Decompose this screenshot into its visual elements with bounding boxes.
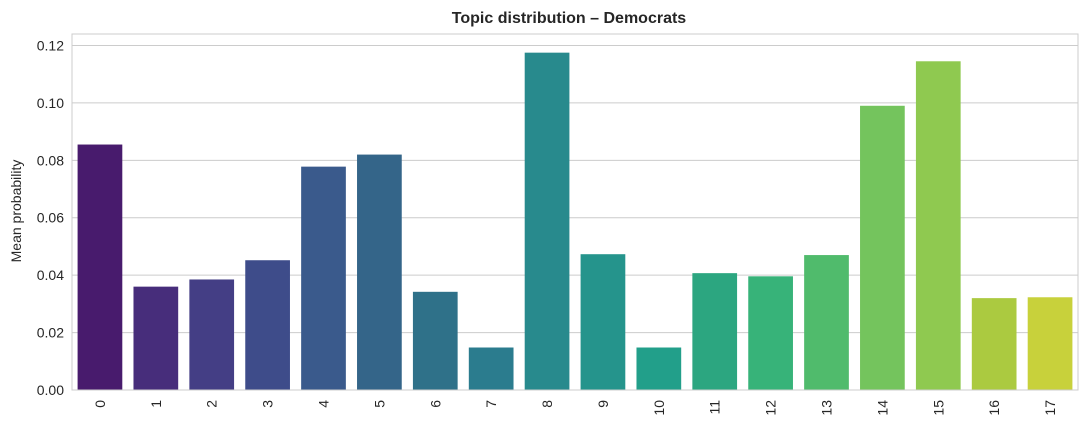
bar-topic-13 [804,255,849,390]
plot-frame [71,33,1079,391]
bar-topic-16 [971,298,1017,390]
bars [77,52,1073,391]
bar-topic-9 [580,254,626,390]
y-tick-label: 0.02 [37,325,64,341]
x-tick-label: 6 [427,400,443,408]
x-tick-label: 15 [930,400,946,416]
x-tick-label: 2 [204,400,220,408]
x-tick-label: 7 [483,400,499,408]
bar-topic-1 [133,286,179,390]
bar-topic-15 [915,61,961,390]
x-tick-labels: 0 1 2 3 4 5 6 7 8 9 10 11 12 13 14 15 16 17 [92,400,1058,416]
x-tick-label: 13 [819,400,835,416]
x-tick-label: 0 [92,400,108,408]
x-tick-label: 4 [316,400,332,408]
y-tick-label: 0.06 [37,210,64,226]
x-tick-label: 17 [1042,400,1058,416]
x-tick-label: 9 [595,400,611,408]
bar-topic-11 [692,273,738,390]
y-tick-label: 0.10 [37,95,64,111]
y-tick-label: 0.00 [37,382,64,398]
x-tick-label: 5 [371,400,387,408]
bar-topic-6 [412,291,458,390]
gridlines [72,44,1078,391]
bar-topic-4 [301,166,346,390]
bar-topic-3 [245,260,290,390]
bar-topic-0 [77,144,123,390]
y-tick-label: 0.04 [37,267,64,283]
y-tick-label: 0.08 [37,152,64,168]
x-tick-label: 14 [874,400,890,416]
bar-topic-8 [524,52,570,391]
bar-topic-2 [189,279,235,390]
x-tick-label: 8 [539,400,555,408]
x-tick-label: 12 [763,400,779,416]
y-tick-label: 0.12 [37,37,64,53]
x-tick-label: 10 [651,400,667,416]
bar-topic-17 [1027,297,1073,390]
y-axis-label: Mean probability [8,160,24,263]
bar-topic-7 [468,347,514,390]
bar-topic-12 [748,276,793,390]
bar-topic-10 [636,347,682,390]
x-tick-label: 16 [986,400,1002,416]
x-tick-label: 1 [148,400,164,408]
chart-title: Topic distribution – Democrats [452,10,687,27]
bar-topic-5 [357,154,402,390]
bar-topic-14 [860,105,905,390]
x-tick-label: 3 [260,400,276,408]
x-tick-label: 11 [707,400,723,415]
y-tick-labels: 0.00 0.02 0.04 0.06 0.08 0.10 0.12 [37,37,64,398]
